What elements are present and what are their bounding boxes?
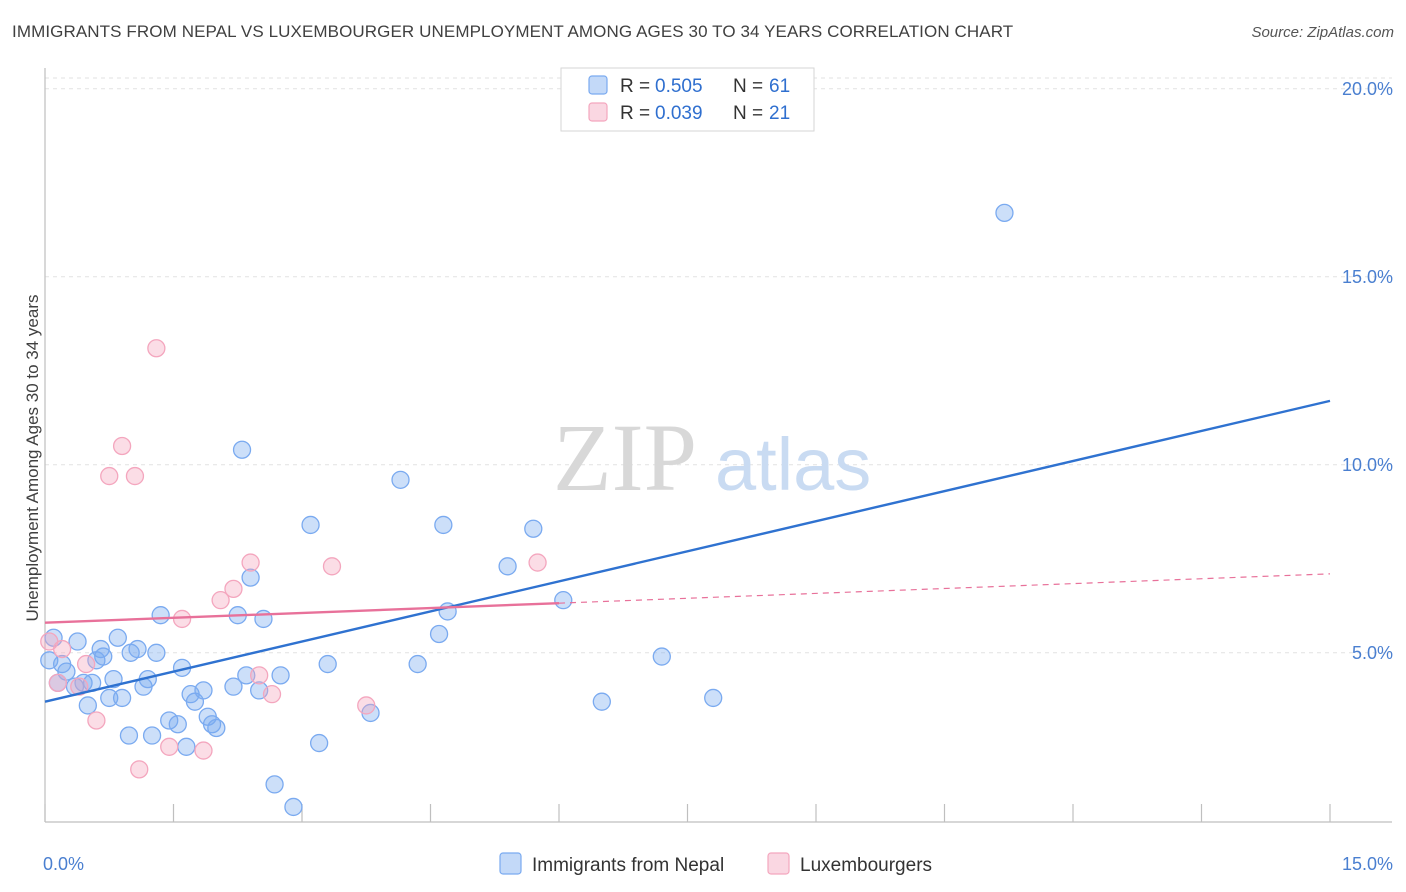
point-nepal-23: [151, 606, 170, 625]
trend-line-luxembourgers-solid: [44, 601, 560, 624]
bottom-legend-swatch-nepal: [499, 852, 522, 875]
chart-title: IMMIGRANTS FROM NEPAL VS LUXEMBOURGER UN…: [12, 22, 1014, 41]
point-nepal-30: [194, 681, 213, 700]
point-nepal-33: [207, 718, 226, 738]
y-tick-label-0: 5.0%: [1352, 643, 1393, 663]
watermark-atlas: atlas: [715, 423, 871, 506]
legend-n-value-nepal: 61: [769, 76, 790, 97]
legend-swatch-nepal: [588, 75, 608, 95]
point-nepal-8: [78, 696, 97, 715]
point-nepal-36: [232, 440, 252, 459]
point-nepal-55: [554, 591, 573, 610]
point-nepal-11: [94, 647, 113, 666]
point-luxembourgers-14: [211, 591, 230, 610]
point-luxembourgers-1: [48, 673, 67, 693]
y-tick-label-2: 15.0%: [1342, 267, 1393, 287]
x-tick-label-max: 15.0%: [1342, 854, 1393, 874]
point-nepal-48: [391, 470, 410, 489]
point-nepal-59: [995, 203, 1014, 223]
y-axis-title: Unemployment Among Ages 30 to 34 years: [23, 295, 42, 622]
trend-lines: [44, 399, 1331, 703]
point-nepal-56: [592, 692, 611, 711]
point-nepal-43: [284, 797, 303, 817]
bottom-legend-swatch-luxembourgers: [767, 852, 790, 875]
tick-labels: 5.0% 10.0% 15.0% 20.0% 0.0% 15.0%: [43, 79, 1393, 874]
point-nepal-27: [177, 737, 196, 756]
point-nepal-14: [108, 628, 127, 647]
legend-r-label-luxembourgers: R =: [620, 103, 650, 124]
point-luxembourgers-10: [147, 339, 166, 358]
point-luxembourgers-9: [130, 760, 149, 779]
point-luxembourgers-6: [100, 466, 119, 486]
legend-n-label-nepal: N =: [733, 76, 763, 97]
point-luxembourgers-13: [194, 741, 213, 760]
source-label: Source: ZipAtlas.com: [1251, 24, 1394, 41]
bottom-legend-label-luxembourgers: Luxembourgers: [800, 855, 932, 876]
point-luxembourgers-20: [357, 696, 376, 715]
legend-swatch-luxembourgers: [588, 102, 608, 122]
point-nepal-53: [498, 557, 517, 576]
point-nepal-4: [52, 654, 72, 674]
point-nepal-42: [271, 666, 290, 685]
legend: R = 0.505 N = 61 R = 0.039 N = 21: [560, 67, 815, 132]
point-luxembourgers-4: [76, 654, 96, 674]
legend-r-label-nepal: R =: [620, 76, 650, 97]
x-tick-label-min: 0.0%: [43, 854, 84, 874]
y-tick-label-1: 10.0%: [1342, 455, 1393, 475]
point-luxembourgers-12: [172, 609, 192, 629]
point-nepal-15: [112, 688, 132, 708]
point-nepal-6: [68, 632, 87, 651]
bottom-legend: Immigrants from Nepal Luxembourgers: [499, 852, 932, 876]
point-nepal-58: [704, 688, 723, 708]
point-nepal-38: [241, 568, 260, 587]
axes: [44, 68, 1392, 823]
point-nepal-13: [104, 669, 123, 689]
y-axis-title-group: Unemployment Among Ages 30 to 34 years: [23, 295, 42, 622]
trend-line-nepal: [44, 399, 1331, 703]
legend-n-label-luxembourgers: N =: [733, 103, 763, 124]
point-luxembourgers-8: [125, 466, 145, 486]
point-nepal-34: [224, 677, 243, 696]
bottom-legend-label-nepal: Immigrants from Nepal: [532, 855, 724, 876]
point-nepal-25: [168, 715, 187, 734]
point-luxembourgers-19: [322, 557, 342, 576]
point-nepal-21: [142, 726, 162, 745]
point-nepal-16: [119, 726, 139, 745]
point-nepal-49: [408, 654, 427, 674]
point-nepal-18: [128, 639, 147, 659]
point-nepal-50: [429, 624, 449, 644]
watermark-zip: ZIP: [553, 404, 697, 511]
point-luxembourgers-11: [160, 737, 179, 756]
point-nepal-22: [147, 643, 166, 662]
point-nepal-44: [301, 515, 320, 535]
point-luxembourgers-15: [224, 579, 243, 599]
point-nepal-45: [309, 733, 329, 753]
watermark: ZIP atlas: [553, 404, 871, 511]
point-nepal-51: [434, 515, 453, 535]
point-nepal-12: [100, 688, 119, 708]
point-nepal-41: [265, 775, 284, 794]
point-nepal-37: [237, 666, 256, 685]
point-luxembourgers-2: [52, 639, 72, 659]
legend-r-value-luxembourgers: 0.039: [655, 103, 703, 124]
legend-r-value-nepal: 0.505: [655, 76, 703, 97]
point-luxembourgers-3: [70, 677, 89, 696]
point-nepal-54: [524, 519, 543, 538]
point-luxembourgers-17: [250, 666, 269, 685]
point-luxembourgers-16: [241, 553, 260, 572]
point-luxembourgers-18: [262, 685, 282, 704]
point-nepal-57: [652, 647, 671, 666]
y-tick-label-3: 20.0%: [1342, 79, 1393, 99]
point-nepal-46: [318, 654, 337, 674]
legend-n-value-luxembourgers: 21: [769, 103, 790, 124]
point-luxembourgers-5: [87, 711, 106, 730]
trend-line-luxembourgers-dashed: [558, 573, 1331, 604]
point-luxembourgers-21: [528, 553, 547, 572]
point-luxembourgers-7: [112, 436, 132, 456]
